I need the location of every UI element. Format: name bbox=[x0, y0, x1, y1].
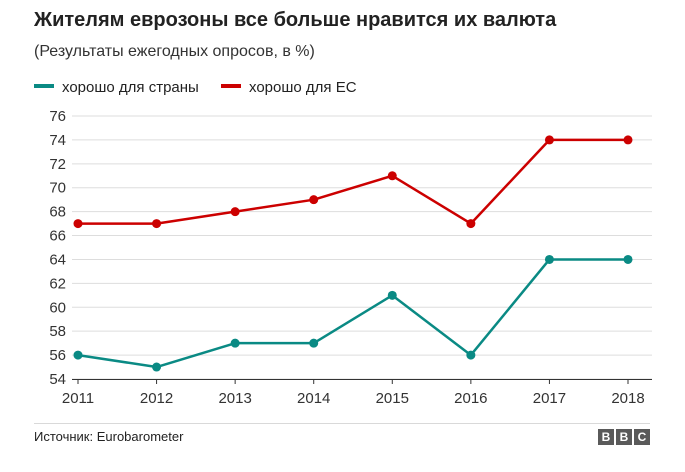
chart-title: Жителям еврозоны все больше нравится их … bbox=[34, 9, 557, 31]
bbc-logo: B B C bbox=[598, 429, 650, 445]
data-point bbox=[73, 219, 83, 229]
y-tick-label: 72 bbox=[49, 156, 66, 173]
legend-swatch-country bbox=[34, 84, 54, 89]
series-layer bbox=[73, 135, 633, 372]
data-point bbox=[466, 350, 476, 360]
y-tick-label: 76 bbox=[49, 108, 66, 125]
x-tick-label: 2012 bbox=[140, 390, 173, 407]
data-point bbox=[623, 254, 633, 264]
data-point bbox=[73, 350, 83, 360]
legend: хорошо для страны хорошо для ЕС bbox=[34, 79, 375, 96]
bbc-logo-letter: B bbox=[616, 429, 632, 445]
data-point bbox=[230, 207, 240, 217]
data-point bbox=[387, 171, 397, 181]
data-point bbox=[230, 338, 240, 348]
data-point bbox=[309, 338, 319, 348]
x-tick-label: 2014 bbox=[297, 390, 330, 407]
data-point bbox=[309, 195, 319, 205]
data-point bbox=[544, 135, 554, 145]
axis-layer: 54 56 58 60 62 64 66 68 70 72 74 76 2011 2012 2013 2014… bbox=[49, 108, 652, 407]
legend-swatch-eu bbox=[221, 84, 241, 89]
y-tick-label: 74 bbox=[49, 132, 66, 149]
y-tick-label: 56 bbox=[49, 347, 66, 364]
data-point bbox=[466, 219, 476, 229]
y-tick-label: 58 bbox=[49, 323, 66, 340]
x-tick-label: 2011 bbox=[62, 390, 94, 407]
legend-item-country: хорошо для страны bbox=[34, 79, 199, 96]
y-tick-label: 60 bbox=[49, 299, 66, 316]
series-line-1 bbox=[76, 138, 630, 225]
data-point bbox=[544, 254, 554, 264]
chart-subtitle: (Результаты ежегодных опросов, в %) bbox=[34, 43, 315, 60]
y-tick-label: 54 bbox=[49, 371, 66, 388]
footer-divider bbox=[34, 423, 650, 424]
x-tick-label: 2013 bbox=[218, 390, 251, 407]
data-point bbox=[623, 135, 633, 145]
data-point bbox=[152, 362, 162, 372]
legend-label-eu: хорошо для ЕС bbox=[249, 79, 357, 96]
series-line-0 bbox=[76, 258, 630, 369]
y-tick-label: 66 bbox=[49, 228, 66, 245]
x-tick-label: 2015 bbox=[376, 390, 409, 407]
x-tick-label: 2017 bbox=[533, 390, 566, 407]
y-tick-label: 62 bbox=[49, 275, 66, 292]
y-tick-label: 70 bbox=[49, 180, 66, 197]
y-tick-label: 68 bbox=[49, 204, 66, 221]
bbc-logo-letter: C bbox=[634, 429, 650, 445]
x-tick-label: 2016 bbox=[454, 390, 487, 407]
x-tick-label: 2018 bbox=[611, 390, 644, 407]
bbc-logo-letter: B bbox=[598, 429, 614, 445]
source-note: Источник: Eurobarometer bbox=[34, 429, 184, 444]
data-point bbox=[387, 290, 397, 300]
legend-item-eu: хорошо для ЕС bbox=[221, 79, 357, 96]
y-tick-label: 64 bbox=[49, 251, 66, 268]
data-point bbox=[152, 219, 162, 229]
grid-layer bbox=[72, 115, 652, 380]
legend-label-country: хорошо для страны bbox=[62, 79, 199, 96]
